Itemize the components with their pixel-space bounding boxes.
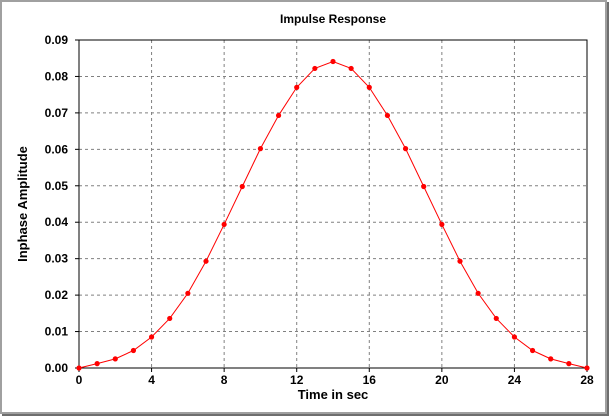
data-point [348,65,354,72]
x-tick-label: 0 [76,373,83,387]
data-point [439,221,445,228]
y-tick-label: 0.07 [45,106,69,120]
y-tick-label: 0.05 [45,179,69,193]
data-point [366,84,372,90]
x-tick-label: 16 [363,373,377,387]
data-point [330,58,336,65]
x-tick-label: 28 [580,373,594,387]
y-tick-label: 0.09 [45,33,69,47]
data-point [130,347,137,354]
data-point [239,183,245,190]
x-tick-label: 12 [290,373,304,387]
y-tick-label: 0.04 [45,215,69,229]
data-point [221,221,227,228]
data-point [511,334,518,340]
data-point [584,365,590,371]
data-point [421,183,427,190]
chart-title: Impulse Response [280,12,386,26]
data-point [167,315,173,322]
x-tick-label: 24 [508,373,522,387]
data-point [294,84,300,90]
x-tick-label: 4 [148,373,155,387]
data-point [185,290,191,296]
data-point [275,112,282,119]
y-axis-ticks: 0.00 0.01 0.02 0.03 0.04 0.05 0.06 0.07 0.08 0.09 [45,33,79,375]
series-group [76,58,590,371]
data-point [148,334,155,340]
y-tick-label: 0.02 [45,288,69,302]
x-axis-label: Time in sec [298,387,369,402]
plot-area [78,39,588,369]
y-axis-label: Inphase Amplitude [15,146,30,262]
grid [79,40,587,368]
data-point [529,347,536,354]
x-tick-label: 8 [221,373,228,387]
data-point [203,258,209,264]
y-tick-label: 0.03 [45,252,69,266]
data-point [493,315,499,322]
series-line [78,60,588,369]
data-point [112,356,118,362]
y-tick-label: 0.06 [45,142,69,156]
data-point [76,365,82,371]
y-tick-label: 0.08 [45,69,69,83]
x-axis-ticks: 0 4 8 12 16 20 24 28 [76,368,594,387]
data-point [402,146,409,152]
data-point [566,361,572,367]
data-point [548,356,554,362]
y-tick-label: 0.01 [45,325,69,339]
x-tick-label: 20 [435,373,449,387]
data-point [94,361,100,367]
data-point [257,146,264,152]
y-tick-label: 0.00 [45,361,69,375]
data-point [457,258,463,264]
data-point [312,65,318,72]
data-point [384,112,391,119]
data-point [475,290,481,296]
